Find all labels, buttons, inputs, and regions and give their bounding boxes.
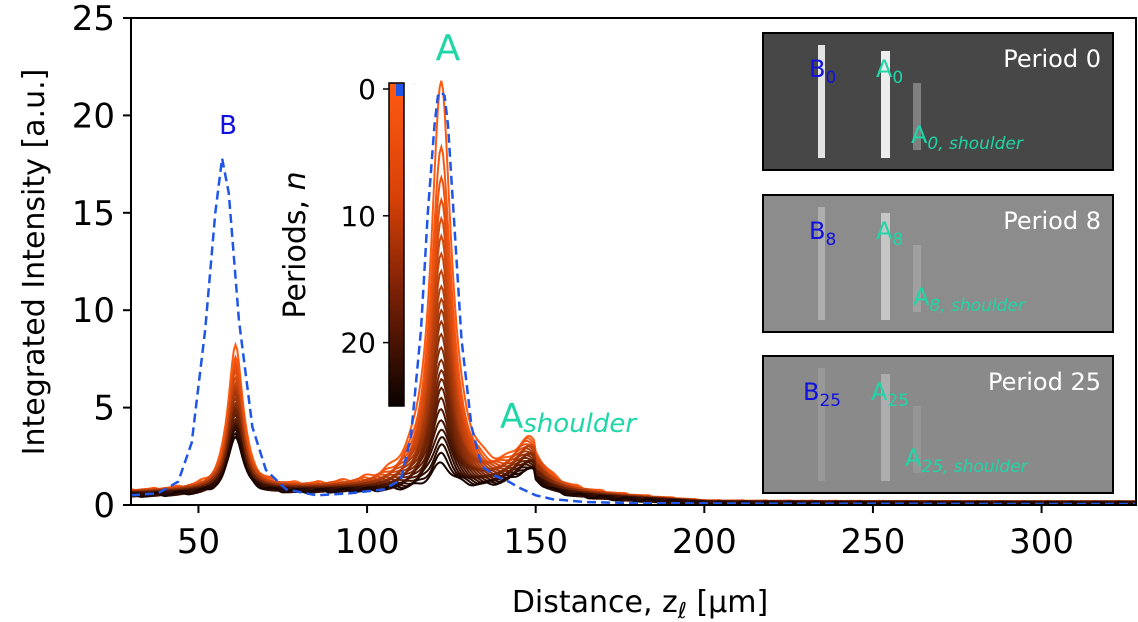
stripe-B [818,45,825,158]
inset-label-shoulder-main: A [911,121,928,149]
inset-label-B-main: B [803,378,819,406]
x-tick-label: 100 [335,522,400,562]
inset-label-A: A0 [876,55,903,88]
inset-background [762,194,1114,333]
inset-label-A-main: A [871,378,888,406]
colorbar-label: Periods, n [278,171,313,318]
y-tick-label: 0 [93,486,115,526]
inset-title: Period 25 [988,368,1101,396]
inset-label-A-sub: 0 [892,68,903,88]
x-axis-title-prefix: Distance, z [512,585,678,620]
x-tick-label: 200 [672,522,737,562]
inset-label-A-sub: 8 [892,230,903,250]
inset-label-B-main: B [809,55,825,83]
inset-label-shoulder-sub: 0, shoulder [927,134,1023,154]
x-axis-title-subscript: ℓ [677,599,687,622]
stripe-B [818,207,825,320]
inset-label-shoulder-main: A [913,283,930,311]
inset-background [762,355,1114,494]
stripe-shoulder [913,406,921,473]
inset-title: Period 8 [1003,207,1101,235]
y-axis: 0 5 10 15 20 25 [72,0,131,526]
peak-label-B: B [219,111,237,141]
stripe-B [818,368,825,481]
inset-label-B-sub: 25 [819,391,841,411]
inset-label-A-sub: 25 [887,391,909,411]
stripe-A [881,51,890,158]
colorbar-gradient [388,82,405,407]
period-curve [131,435,1136,505]
y-tick-label: 15 [72,194,115,234]
colorbar-label-text: Periods, [278,190,313,318]
inset-label-A-main: A [876,55,893,83]
inset-label-B: B0 [809,55,836,88]
stripe-shoulder [913,245,921,312]
x-tick-label: 300 [1009,522,1074,562]
x-axis-title-unit: [μm] [687,585,768,620]
inset-label-A-main: A [876,217,893,245]
inset-label-shoulder-main: A [905,444,922,472]
x-axis-title: Distance, zℓ [μm] [512,585,768,622]
colorbar-tick-label: 10 [340,200,376,233]
inset-title: Period 0 [1003,45,1101,73]
inset-label-shoulder-sub: 25, shoulder [921,457,1028,477]
stripe-A [881,213,890,320]
colorbar: 0 10 20 Periods, n [278,73,405,407]
y-tick-label: 5 [93,389,115,429]
colorbar-ticks: 0 10 20 [340,73,389,360]
y-tick-label: 10 [72,291,115,331]
peak-label-A-shoulder: Ashoulder [500,397,638,439]
inset-label-shoulder: A8, shoulder [913,283,1026,316]
inset-label-B: B8 [809,217,836,250]
period-0-dashed-curve [131,90,1136,505]
y-tick-label: 20 [72,96,115,136]
peak-label-A: A [436,28,461,69]
inset-label-B-sub: 0 [825,68,836,88]
peak-label-A-shoulder-main: A [500,397,523,437]
colorbar-label-n: n [278,171,313,190]
plot-frame [130,17,1137,506]
stripe-shoulder [913,83,921,150]
peak-label-A-shoulder-sub: shoulder [523,409,638,439]
inset-label-shoulder: A0, shoulder [911,121,1024,154]
colorbar-tick-label: 20 [340,327,376,360]
x-tick-label: 50 [177,522,220,562]
inset-label-A: A8 [876,217,903,250]
colorbar-initial-marker [396,84,403,96]
inset-label-B: B25 [803,378,841,411]
x-axis: 50 100 150 200 250 300 [177,505,1074,562]
inset-label-shoulder: A25, shoulder [905,444,1029,477]
x-tick-label: 250 [840,522,905,562]
inset-label-A: A25 [871,378,909,411]
series-line-period-0 [131,90,1136,505]
inset-label-B-sub: 8 [825,230,836,250]
colorbar-tick-label: 0 [358,73,376,106]
inset-label-B-main: B [809,217,825,245]
x-tick-label: 150 [503,522,568,562]
y-axis-title: Integrated Intensity [a.u.] [17,69,52,456]
y-tick-label: 25 [72,0,115,39]
stripe-A [881,374,890,481]
inset-label-shoulder-sub: 8, shoulder [929,296,1025,316]
